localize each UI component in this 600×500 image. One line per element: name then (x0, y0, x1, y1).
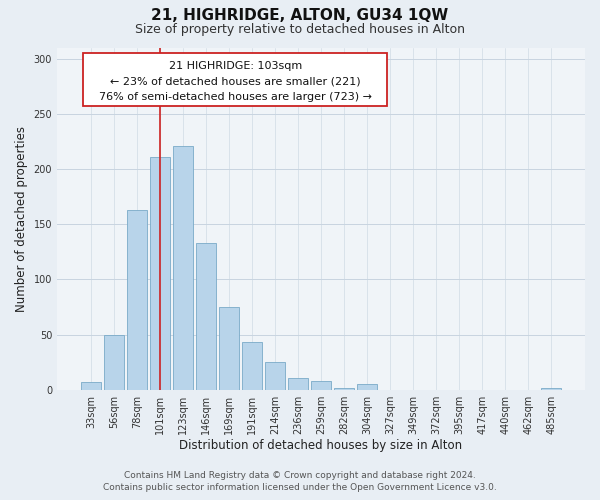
Bar (334, 388, 354, 390)
Text: Size of property relative to detached houses in Alton: Size of property relative to detached ho… (135, 22, 465, 36)
Bar (242, 342, 262, 390)
Text: ← 23% of detached houses are smaller (221): ← 23% of detached houses are smaller (22… (110, 76, 361, 86)
Bar (173, 146, 193, 390)
Bar (541, 388, 561, 390)
Bar (104, 334, 124, 390)
Text: Contains HM Land Registry data © Crown copyright and database right 2024.
Contai: Contains HM Land Registry data © Crown c… (103, 471, 497, 492)
X-axis label: Distribution of detached houses by size in Alton: Distribution of detached houses by size … (179, 440, 463, 452)
Text: 21 HIGHRIDGE: 103sqm: 21 HIGHRIDGE: 103sqm (169, 60, 302, 70)
Text: 76% of semi-detached houses are larger (723) →: 76% of semi-detached houses are larger (… (99, 92, 372, 102)
Bar (196, 243, 216, 390)
Bar (357, 384, 377, 390)
Bar (265, 362, 285, 390)
Y-axis label: Number of detached properties: Number of detached properties (15, 126, 28, 312)
Bar (219, 307, 239, 390)
Text: 21, HIGHRIDGE, ALTON, GU34 1QW: 21, HIGHRIDGE, ALTON, GU34 1QW (151, 8, 449, 22)
Bar (127, 210, 146, 390)
Bar (311, 381, 331, 390)
Bar (150, 157, 170, 390)
Bar (81, 382, 101, 390)
FancyBboxPatch shape (83, 52, 387, 106)
Bar (288, 378, 308, 390)
